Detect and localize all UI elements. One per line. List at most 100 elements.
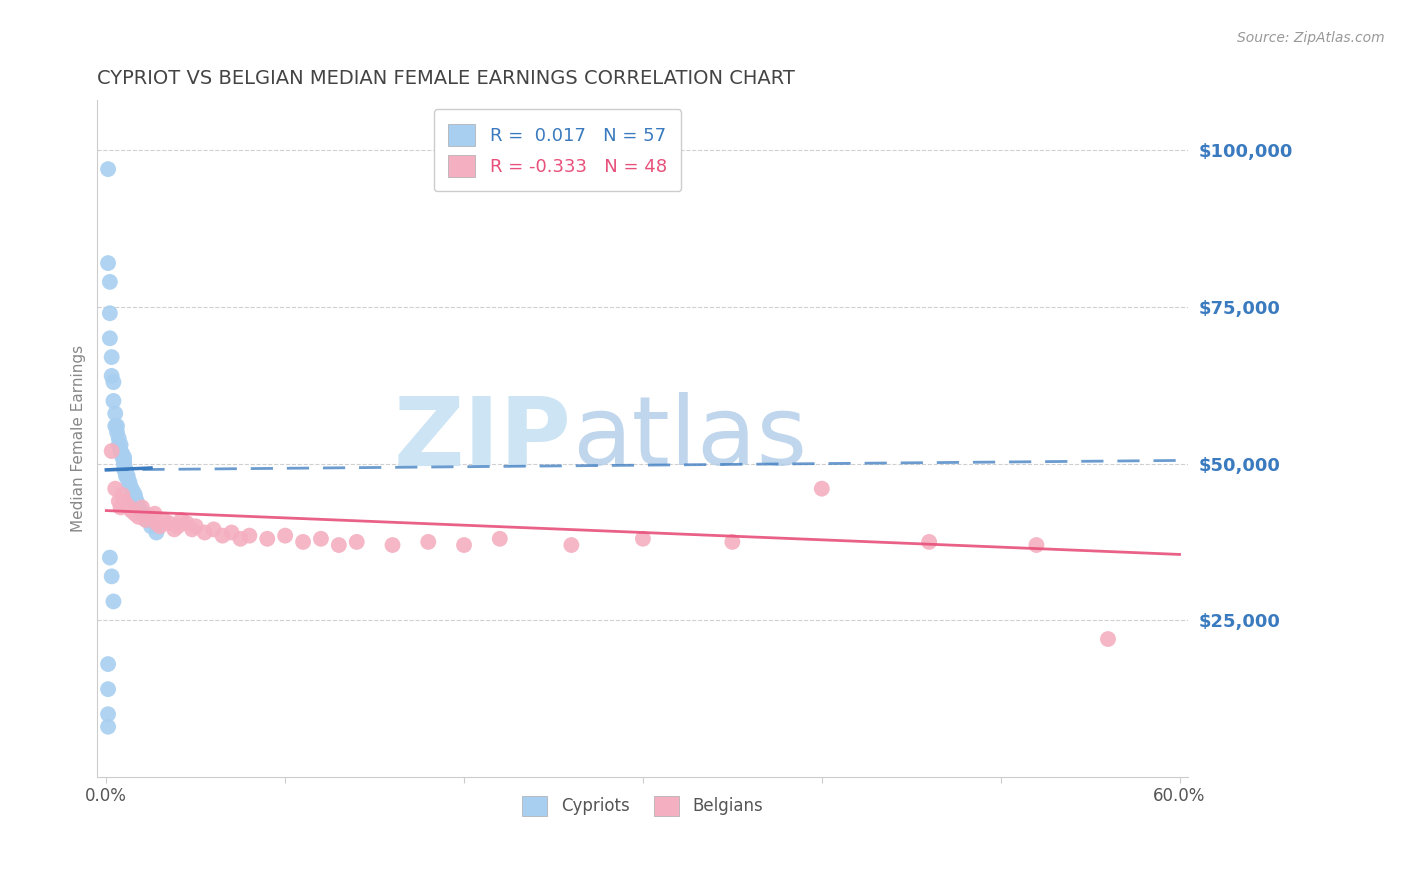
- Point: [631, 532, 654, 546]
- Point: [149, 519, 172, 533]
- Point: [97, 162, 120, 177]
- Point: [97, 256, 120, 270]
- Point: [1097, 632, 1119, 646]
- Point: [120, 503, 142, 517]
- Text: atlas: atlas: [572, 392, 807, 485]
- Point: [111, 488, 134, 502]
- Point: [125, 494, 148, 508]
- Text: ZIP: ZIP: [394, 392, 572, 485]
- Point: [136, 513, 159, 527]
- Y-axis label: Median Female Earnings: Median Female Earnings: [72, 345, 86, 533]
- Point: [202, 522, 225, 536]
- Point: [124, 491, 146, 505]
- Text: CYPRIOT VS BELGIAN MEDIAN FEMALE EARNINGS CORRELATION CHART: CYPRIOT VS BELGIAN MEDIAN FEMALE EARNING…: [97, 69, 796, 87]
- Point: [97, 720, 120, 734]
- Point: [152, 513, 174, 527]
- Point: [108, 432, 131, 446]
- Point: [181, 522, 204, 536]
- Point: [292, 535, 315, 549]
- Point: [100, 569, 122, 583]
- Point: [221, 525, 243, 540]
- Point: [112, 457, 135, 471]
- Point: [110, 444, 132, 458]
- Point: [721, 535, 744, 549]
- Point: [139, 519, 162, 533]
- Point: [118, 478, 141, 492]
- Point: [128, 509, 150, 524]
- Point: [115, 469, 138, 483]
- Point: [111, 450, 134, 465]
- Point: [103, 594, 125, 608]
- Point: [145, 525, 167, 540]
- Point: [104, 482, 127, 496]
- Point: [115, 497, 138, 511]
- Point: [143, 507, 166, 521]
- Point: [1025, 538, 1047, 552]
- Point: [211, 528, 233, 542]
- Point: [118, 500, 141, 515]
- Point: [381, 538, 404, 552]
- Point: [97, 657, 120, 671]
- Point: [135, 513, 157, 527]
- Point: [131, 507, 153, 521]
- Point: [98, 275, 121, 289]
- Point: [105, 425, 128, 440]
- Point: [122, 488, 145, 502]
- Point: [103, 393, 125, 408]
- Point: [157, 516, 180, 530]
- Point: [111, 447, 134, 461]
- Point: [128, 500, 150, 515]
- Point: [105, 419, 128, 434]
- Point: [453, 538, 475, 552]
- Point: [100, 444, 122, 458]
- Point: [100, 350, 122, 364]
- Point: [166, 519, 188, 533]
- Point: [112, 450, 135, 465]
- Text: Source: ZipAtlas.com: Source: ZipAtlas.com: [1237, 31, 1385, 45]
- Point: [97, 682, 120, 697]
- Point: [274, 528, 297, 542]
- Point: [131, 500, 153, 515]
- Point: [104, 419, 127, 434]
- Point: [122, 484, 145, 499]
- Point: [176, 516, 198, 530]
- Point: [184, 519, 207, 533]
- Point: [346, 535, 368, 549]
- Point: [108, 494, 131, 508]
- Point: [108, 438, 131, 452]
- Point: [120, 482, 142, 496]
- Point: [170, 513, 193, 527]
- Legend: Cypriots, Belgians: Cypriots, Belgians: [516, 789, 770, 822]
- Point: [112, 463, 135, 477]
- Point: [97, 707, 120, 722]
- Point: [110, 444, 132, 458]
- Point: [488, 532, 510, 546]
- Point: [145, 516, 167, 530]
- Point: [918, 535, 941, 549]
- Point: [128, 500, 150, 515]
- Point: [810, 482, 832, 496]
- Point: [132, 507, 155, 521]
- Point: [256, 532, 278, 546]
- Point: [115, 466, 138, 480]
- Point: [139, 509, 162, 524]
- Point: [98, 331, 121, 345]
- Point: [117, 472, 139, 486]
- Point: [309, 532, 332, 546]
- Point: [418, 535, 440, 549]
- Point: [112, 457, 135, 471]
- Point: [112, 453, 135, 467]
- Point: [98, 306, 121, 320]
- Point: [104, 407, 127, 421]
- Point: [124, 488, 146, 502]
- Point: [103, 375, 125, 389]
- Point: [98, 550, 121, 565]
- Point: [100, 368, 122, 383]
- Point: [124, 494, 146, 508]
- Point: [112, 494, 135, 508]
- Point: [560, 538, 582, 552]
- Point: [163, 522, 186, 536]
- Point: [194, 525, 217, 540]
- Point: [112, 459, 135, 474]
- Point: [124, 507, 146, 521]
